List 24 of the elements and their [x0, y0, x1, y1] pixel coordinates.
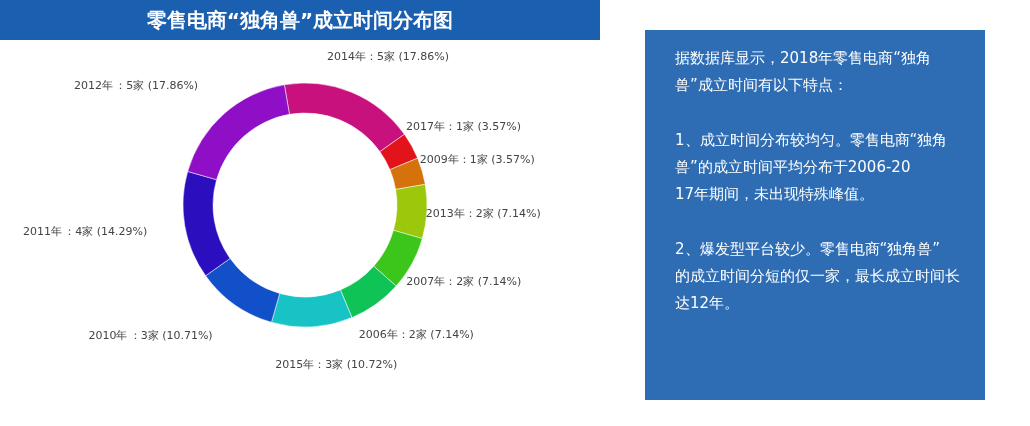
data-label: ：1家 (3.57%): [444, 120, 521, 134]
data-label: ：5家 (17.86%): [365, 50, 450, 64]
data-label: ：4家 (14.29%): [64, 225, 148, 239]
slice-label: 2017年: [405, 120, 445, 134]
chart-title: 零售电商“独角兽”成立时间分布图: [146, 8, 454, 32]
slice-label: 2014年: [326, 50, 366, 64]
slice-label: 2010年: [88, 328, 128, 342]
slice-label: 2015年: [275, 357, 315, 371]
slice-label: 2006年: [358, 328, 398, 342]
slice-label: 2013年: [425, 206, 465, 220]
data-label: ：3家 (10.72%): [314, 357, 398, 371]
data-label: ：2家 (7.14%): [464, 206, 541, 220]
text: 1、成立时间分布较均匀。零售电商“独角兽”的成立时间平均分布于2006-2017年期间，未出现特殊峰值。: [675, 131, 948, 203]
slice-label: 2007年: [406, 275, 446, 289]
slice-label: 2012年: [73, 78, 113, 92]
data-label: ：2家 (7.14%): [445, 275, 522, 289]
slice-label: 2011年: [23, 225, 63, 239]
text: 2、爆发型平台较少。零售电商“独角兽”的成立时间分短的仅一家，最长成立时间长达12年。: [675, 240, 960, 312]
slice-label: 2009年: [419, 153, 459, 167]
data-label: ：5家 (17.86%): [115, 78, 199, 92]
data-label: ：2家 (7.14%): [397, 328, 474, 342]
text: 据数据库显示，2018年零售电商“独角兽”成立时间有以下特点：: [675, 49, 931, 94]
data-label: ：3家 (10.71%): [129, 328, 213, 342]
data-label: ：1家 (3.57%): [458, 153, 535, 167]
